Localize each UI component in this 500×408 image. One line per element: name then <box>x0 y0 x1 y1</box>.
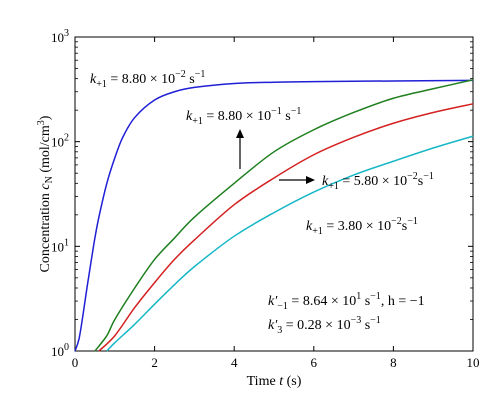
series-line-3 <box>98 103 474 352</box>
annotation-p1: k′−1 = 8.64 × 101 s−1, h = −1 <box>268 291 425 312</box>
series-lines <box>74 79 474 352</box>
y-axis-label: Concentration cN (mol/cm3) <box>36 115 55 272</box>
annotation-p2: k′3 = 0.28 × 10−3 s−1 <box>268 315 381 336</box>
x-tick-label: 10 <box>467 355 480 370</box>
annotation-k2: k+1 = 8.80 × 10−1 s−1 <box>186 106 301 127</box>
annotation-k3: k+1 = 5.80 × 10−2s−1 <box>322 171 434 192</box>
plot-frame <box>74 36 474 352</box>
arrow-up <box>236 129 244 169</box>
y-tick-label: 100 <box>51 342 69 359</box>
x-tick-label: 4 <box>231 355 238 370</box>
x-axis-label: Time t (s) <box>247 374 302 389</box>
x-tick-label: 2 <box>151 355 158 370</box>
y-tick-label: 102 <box>51 133 69 150</box>
series-line-2 <box>94 79 474 352</box>
x-tick-label: 8 <box>390 355 397 370</box>
series-line-4 <box>106 135 474 352</box>
y-tick-label: 103 <box>51 28 69 45</box>
arrow-right <box>279 176 315 184</box>
ticks: 0 2 4 6 8 10 100 101 102 103 <box>51 28 480 370</box>
x-tick-label: 0 <box>72 355 79 370</box>
x-tick-label: 6 <box>311 355 318 370</box>
annotation-k1: k+1 = 8.80 × 10−2 s−1 <box>90 69 205 90</box>
annotation-k4: k+1 = 3.80 × 10−2s−1 <box>306 216 418 237</box>
y-tick-label: 101 <box>51 237 69 254</box>
series-line-1 <box>74 79 474 352</box>
